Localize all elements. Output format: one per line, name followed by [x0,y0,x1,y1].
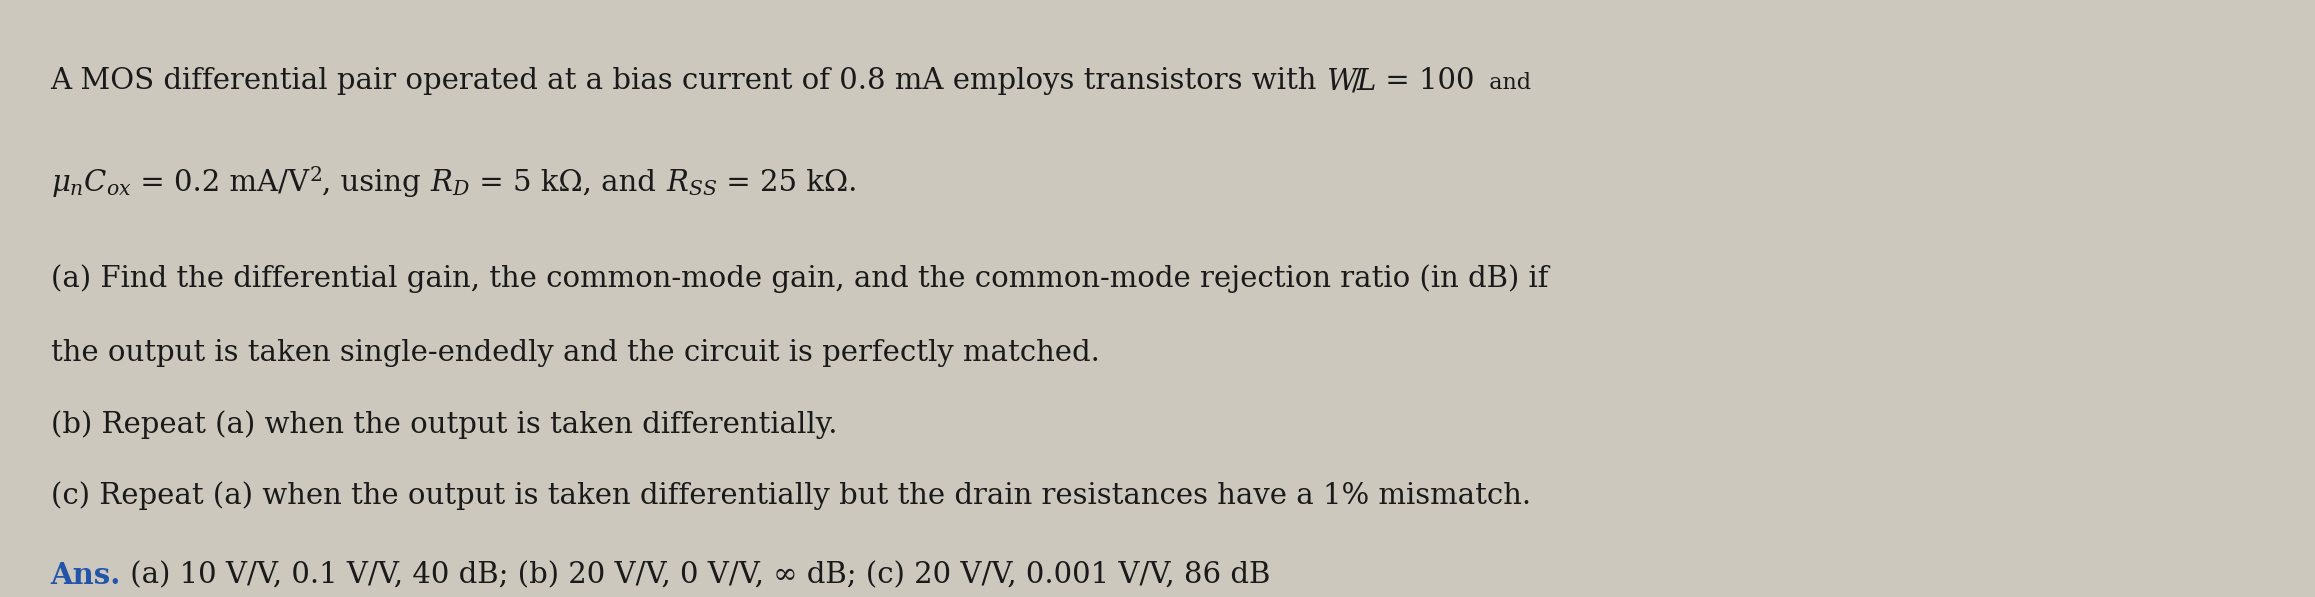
Text: = 0.2 mA/V: = 0.2 mA/V [132,169,310,197]
Text: the output is taken single-endedly and the circuit is perfectly matched.: the output is taken single-endedly and t… [51,339,1100,367]
Text: A MOS differential pair operated at a bias current of 0.8 mA employs transistors: A MOS differential pair operated at a bi… [51,67,1326,96]
Text: $R_{SS}$: $R_{SS}$ [667,167,718,198]
Text: $\mu_n C_{ox}$: $\mu_n C_{ox}$ [51,167,132,199]
Text: (a) 10 V/V, 0.1 V/V, 40 dB; (b) 20 V/V, 0 V/V, ∞ dB; (c) 20 V/V, 0.001 V/V, 86 d: (a) 10 V/V, 0.1 V/V, 40 dB; (b) 20 V/V, … [120,562,1271,590]
Text: and: and [1475,72,1530,94]
Text: = 5 kΩ, and: = 5 kΩ, and [470,169,667,197]
Text: , using: , using [322,169,431,197]
Text: = 100: = 100 [1377,67,1475,96]
Text: $R_D$: $R_D$ [431,167,470,198]
Text: Ans.: Ans. [51,561,120,590]
Text: (c) Repeat (a) when the output is taken differentially but the drain resistances: (c) Repeat (a) when the output is taken … [51,481,1530,510]
Text: $^2$: $^2$ [310,169,322,197]
Text: $W\!/\!L$: $W\!/\!L$ [1326,67,1377,96]
Text: (b) Repeat (a) when the output is taken differentially.: (b) Repeat (a) when the output is taken … [51,410,838,439]
Text: (a) Find the differential gain, the common-mode gain, and the common-mode reject: (a) Find the differential gain, the comm… [51,264,1549,293]
Text: = 25 kΩ.: = 25 kΩ. [718,169,857,197]
